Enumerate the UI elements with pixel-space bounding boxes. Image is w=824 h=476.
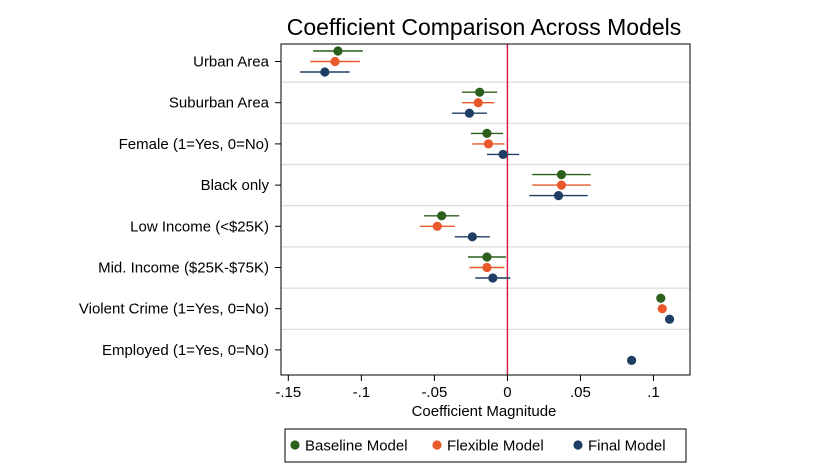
- x-tick-label: 0: [503, 384, 511, 401]
- coefficient-point: [320, 67, 330, 77]
- coefficient-point: [482, 128, 492, 138]
- x-tick-label: .05: [570, 384, 591, 401]
- legend-marker: [290, 440, 300, 450]
- x-tick-label: -.05: [421, 384, 447, 401]
- coefficient-point: [488, 273, 498, 283]
- plot-area-frame: [280, 43, 691, 376]
- coefficient-point: [467, 232, 477, 242]
- y-tick-label: Employed (1=Yes, 0=No): [102, 342, 269, 359]
- y-tick-label: Female (1=Yes, 0=No): [119, 136, 269, 153]
- y-tick-label: Urban Area: [193, 54, 270, 71]
- x-tick-label: -.15: [275, 384, 301, 401]
- x-tick-label: -.1: [353, 384, 371, 401]
- legend: Baseline Model Flexible Model Final Model: [284, 428, 687, 463]
- coefficient-point: [657, 304, 667, 314]
- coefficient-point: [656, 293, 666, 303]
- legend-label: Final Model: [588, 438, 666, 455]
- coefficient-point: [333, 46, 343, 56]
- coefficient-point: [330, 56, 340, 67]
- coefficient-point: [556, 170, 567, 180]
- coefficient-point: [464, 108, 475, 118]
- coefficient-point: [482, 262, 492, 273]
- x-axis-label: Coefficient Magnitude: [412, 403, 557, 420]
- y-tick-label: Suburban Area: [169, 95, 270, 112]
- legend-label: Baseline Model: [305, 438, 408, 455]
- coefficient-point: [482, 252, 492, 262]
- coefficient-point: [437, 211, 447, 221]
- coefficient-point: [498, 149, 508, 159]
- legend-marker: [432, 440, 442, 450]
- coefficient-point: [432, 221, 442, 231]
- legend-label: Flexible Model: [447, 438, 544, 455]
- y-tick-label: Black only: [201, 177, 270, 194]
- coefficient-point: [664, 314, 675, 324]
- chart-title: Coefficient Comparison Across Models: [287, 14, 682, 40]
- y-axis-labels: Urban Area Suburban Area Female (1=Yes, 0=…: [79, 54, 281, 359]
- coefficient-point: [626, 355, 637, 365]
- legend-box: [284, 428, 687, 463]
- coefficient-point: [553, 191, 564, 201]
- y-tick-label: Violent Crime (1=Yes, 0=No): [79, 301, 269, 318]
- coefficient-marks: [299, 46, 675, 365]
- coefficient-point: [556, 180, 567, 190]
- grid-lines: [281, 81, 690, 330]
- coefficient-point: [483, 139, 494, 149]
- coefficient-point: [475, 87, 485, 97]
- y-tick-label: Low Income (<$25K): [130, 218, 269, 235]
- legend-marker: [573, 440, 583, 450]
- x-tick-label: .1: [647, 384, 660, 401]
- coefficient-point: [473, 98, 483, 108]
- x-axis: -.15 -.1 -.05 0 .05 .1: [275, 375, 660, 401]
- y-tick-label: Mid. Income ($25K-$75K): [98, 260, 269, 277]
